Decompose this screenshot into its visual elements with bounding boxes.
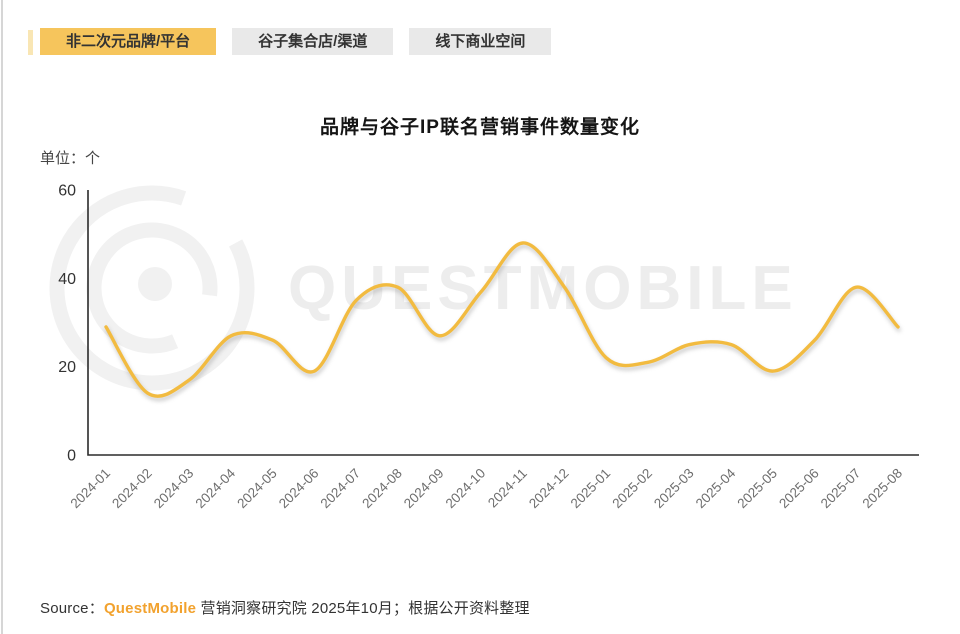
screenshot-left-border: [1, 0, 3, 634]
tab-edge-sliver: [28, 30, 33, 55]
x-tick-label: 2025-07: [818, 466, 864, 512]
chart-title: 品牌与谷子IP联名营销事件数量变化: [320, 117, 640, 138]
x-tick-label: 2024-07: [318, 466, 364, 512]
y-tick-label: 40: [58, 271, 76, 288]
x-tick-label: 2025-05: [734, 466, 780, 512]
x-tick-label: 2025-01: [568, 466, 614, 512]
tab-offline-commercial-space[interactable]: 线下商业空间: [409, 28, 552, 55]
axis-layer: [87, 190, 919, 456]
line-chart: QUESTMOBILE 0 20 40 60 2024-01 2024-02 2024-03…: [0, 172, 960, 567]
x-tick-label: 2024-09: [401, 466, 447, 512]
x-tick-label: 2024-02: [109, 466, 155, 512]
x-tick-label: 2024-06: [276, 466, 322, 512]
x-tick-label: 2024-01: [67, 466, 113, 512]
y-tick-label: 20: [58, 359, 76, 376]
questmobile-watermark-text: QUESTMOBILE: [288, 254, 798, 323]
tab-bar: 非二次元品牌/平台 谷子集合店/渠道 线下商业空间: [40, 28, 552, 55]
x-tick-label: 2025-02: [609, 466, 655, 512]
source-line: Source：QuestMobile 营销洞察研究院 2025年10月；根据公开…: [40, 597, 530, 618]
x-tick-label: 2025-08: [859, 466, 905, 512]
x-tick-label: 2024-05: [234, 466, 280, 512]
x-tick-label: 2024-12: [526, 466, 572, 512]
tab-non-acg-brand-platform[interactable]: 非二次元品牌/平台: [40, 28, 217, 55]
source-brand: QuestMobile: [103, 600, 197, 617]
x-tick-label: 2024-04: [193, 465, 239, 511]
x-tick-label: 2025-03: [651, 466, 697, 512]
chart-canvas: QUESTMOBILE 0 20 40 60 2024-012024-022024-03…: [49, 183, 919, 512]
data-line: [104, 241, 900, 398]
x-tick-label: 2024-08: [359, 466, 405, 512]
y-tick-label: 60: [58, 183, 76, 200]
x-tick-label: 2024-10: [443, 466, 489, 512]
x-tick-label: 2024-11: [485, 466, 530, 511]
unit-label: 单位：个: [40, 150, 101, 167]
source-rest: 营销洞察研究院 2025年10月；根据公开资料整理: [196, 600, 530, 617]
y-tick-label: 0: [67, 448, 76, 465]
questmobile-watermark-logo: [49, 185, 255, 391]
x-tick-label: 2024-03: [151, 466, 197, 512]
tab-guzi-store-channel[interactable]: 谷子集合店/渠道: [232, 28, 394, 55]
x-tick-label: 2025-04: [693, 465, 739, 511]
x-tick-label: 2025-06: [776, 466, 822, 512]
source-prefix: Source：: [40, 600, 104, 617]
